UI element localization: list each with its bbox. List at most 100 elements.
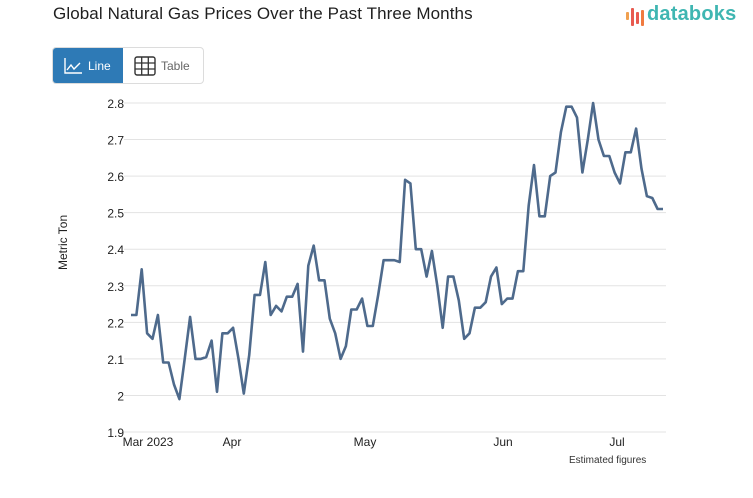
data-point xyxy=(290,295,294,299)
data-point xyxy=(382,258,386,262)
data-point xyxy=(430,249,434,253)
data-point xyxy=(242,392,246,396)
data-point xyxy=(441,326,445,330)
data-point xyxy=(629,150,633,154)
data-point xyxy=(554,170,558,174)
data-point xyxy=(494,266,498,270)
x-tick-label: Jul xyxy=(609,435,624,449)
data-point xyxy=(263,260,267,264)
data-point xyxy=(408,181,412,185)
y-tick-label: 2.7 xyxy=(107,134,124,148)
data-point xyxy=(591,101,595,105)
data-point xyxy=(511,297,515,301)
data-point xyxy=(199,357,203,361)
data-point xyxy=(193,357,197,361)
y-tick-label: 2.8 xyxy=(107,97,124,111)
data-point xyxy=(602,154,606,158)
table-grid-icon xyxy=(134,55,156,76)
data-point xyxy=(344,344,348,348)
data-point xyxy=(478,306,482,310)
x-tick-label: Apr xyxy=(223,435,242,449)
data-point xyxy=(296,282,300,286)
data-point xyxy=(183,357,187,361)
data-point xyxy=(150,337,154,341)
y-tick-label: 2.3 xyxy=(107,280,124,294)
line-view-button[interactable]: Line xyxy=(53,48,123,83)
databoks-logo: databoks xyxy=(626,3,736,26)
data-point xyxy=(656,207,660,211)
data-point xyxy=(505,297,509,301)
data-point xyxy=(607,154,611,158)
data-point xyxy=(398,260,402,264)
x-tick-label: May xyxy=(354,435,377,449)
chart-title: Global Natural Gas Prices Over the Past … xyxy=(53,4,473,23)
brand-name: databoks xyxy=(647,3,737,25)
data-point xyxy=(360,297,364,301)
data-point xyxy=(613,170,617,174)
data-point xyxy=(387,258,391,262)
data-point xyxy=(161,361,165,365)
data-point xyxy=(306,264,310,268)
data-point xyxy=(134,313,138,317)
price-line-series xyxy=(131,101,663,401)
table-view-button[interactable]: Table xyxy=(123,48,200,83)
data-point xyxy=(156,313,160,317)
data-point xyxy=(301,350,305,354)
data-point xyxy=(317,278,321,282)
data-point xyxy=(489,275,493,279)
data-point xyxy=(473,306,477,310)
data-point xyxy=(661,207,665,211)
data-point xyxy=(371,324,375,328)
y-tick-label: 2.6 xyxy=(107,170,124,184)
x-tick-label: Mar 2023 xyxy=(123,435,174,449)
data-point xyxy=(215,390,219,394)
data-point xyxy=(274,304,278,308)
data-point xyxy=(365,324,369,328)
data-point xyxy=(226,331,230,335)
data-point xyxy=(570,105,574,109)
data-point xyxy=(468,331,472,335)
data-point xyxy=(548,174,552,178)
data-point xyxy=(285,295,289,299)
data-point xyxy=(339,357,343,361)
data-point xyxy=(231,326,235,330)
data-point xyxy=(500,302,504,306)
data-point xyxy=(645,194,649,198)
data-point xyxy=(484,300,488,304)
data-point xyxy=(188,315,192,319)
data-point xyxy=(618,181,622,185)
data-point xyxy=(253,293,257,297)
data-point xyxy=(376,293,380,297)
data-point xyxy=(145,331,149,335)
data-point xyxy=(392,258,396,262)
data-point xyxy=(425,275,429,279)
y-tick-label: 2.4 xyxy=(107,243,124,257)
data-point xyxy=(236,357,240,361)
data-point xyxy=(575,116,579,120)
data-point xyxy=(258,293,262,297)
table-view-label: Table xyxy=(161,58,190,73)
data-point xyxy=(167,361,171,365)
data-point xyxy=(532,163,536,167)
view-toggle: Line Table xyxy=(52,47,204,84)
data-point xyxy=(559,130,563,134)
data-point xyxy=(204,355,208,359)
data-point xyxy=(129,313,133,317)
data-point xyxy=(640,167,644,171)
data-point xyxy=(247,353,251,357)
data-point xyxy=(279,309,283,313)
data-point xyxy=(457,298,461,302)
data-point xyxy=(269,313,273,317)
data-point xyxy=(597,138,601,142)
data-point xyxy=(172,382,176,386)
data-point xyxy=(586,138,590,142)
data-point xyxy=(140,267,144,271)
data-point xyxy=(650,196,654,200)
data-point xyxy=(210,339,214,343)
data-point xyxy=(623,150,627,154)
y-tick-label: 2.2 xyxy=(107,316,124,330)
data-point xyxy=(451,275,455,279)
y-tick-label: 2 xyxy=(117,389,124,403)
data-point xyxy=(403,178,407,182)
